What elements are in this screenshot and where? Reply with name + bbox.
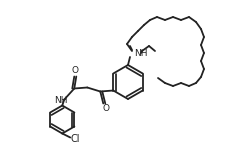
Text: O: O <box>72 66 79 75</box>
Text: O: O <box>103 104 110 113</box>
Text: Cl: Cl <box>71 133 80 144</box>
Text: NH: NH <box>54 96 68 105</box>
Text: NH: NH <box>134 49 148 58</box>
